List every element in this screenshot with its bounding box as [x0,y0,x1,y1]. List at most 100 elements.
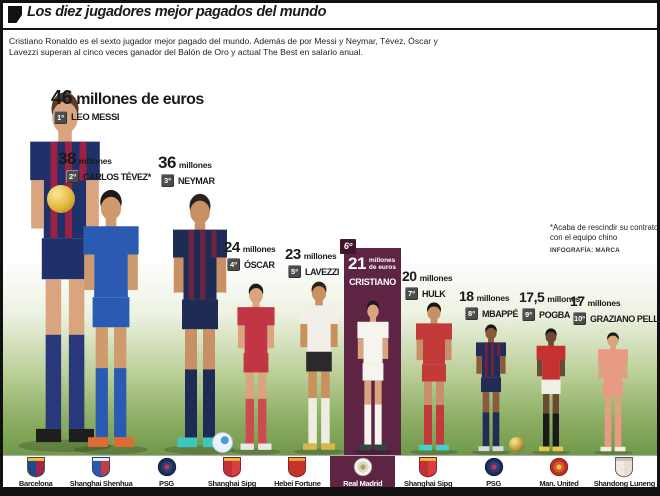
match-ball [212,432,233,453]
club-name: Hebei Fortune [274,479,321,488]
title-bullet-icon [8,6,22,23]
rank-badge-cristiano: 6º [340,239,356,254]
club-cell-shanghai-sipg: Shanghai Sipg [199,456,264,488]
golden-ball [47,185,75,213]
player-name: GRAZIANO PELLÉ [590,313,660,324]
stage: 46 millones de euros 1º LEO MESSI 38 millon… [3,69,657,455]
club-cell-shanghai-shenhua: Shanghai Shenhua [68,456,133,488]
salary-label-pelle: 17 millones 10º GRAZIANO PELLÉ [570,293,660,325]
rank-badge: 9º [522,308,535,321]
player-name: MBAPPÉ [482,308,519,319]
salary-amount: 17,5 [519,289,545,305]
player-name: CARLOS TÉVEZ* [83,171,151,182]
club-cell-shandong-luneng: Shandong Luneng [592,456,657,488]
salary-unit: millones [303,251,337,261]
rank-badge: 8º [465,307,478,320]
salary-amount: 20 [402,268,417,284]
salary-amount: 38 [58,149,76,168]
club-name: Real Madrid [343,479,383,488]
real-madrid-crest-icon [353,457,373,477]
rank-badge: 2º [66,170,79,183]
salary-unit: millones [178,160,212,170]
salary-label-tevez: 38 millones 2º CARLOS TÉVEZ* [58,149,151,183]
player-figure-pogba [531,328,571,455]
player-name: CRISTIANO [349,277,396,287]
man-united-crest-icon [549,457,569,477]
club-cell-hebei-fortune: Hebei Fortune [265,456,330,488]
player-name: POGBA [539,309,571,320]
clubs-strip: Barcelona Shanghai Shenhua PSG Shanghai … [3,455,657,488]
club-cell-shanghai-sipg-2: Shanghai Sipg [395,456,460,488]
player-name: LEO MESSI [71,112,120,123]
player-name: ÓSCAR [244,259,275,270]
salary-label-hulk: 20 millones 7º HULK [402,268,453,300]
salary-amount: 17 [570,293,585,309]
page-title: Los diez jugadores mejor pagados del mun… [27,4,327,20]
club-cell-psg-2: PSG [461,456,526,488]
header-divider [3,28,657,30]
salary-amount: 24 [224,239,240,256]
player-name: NEYMAR [178,175,215,186]
salary-label-lavezzi: 23 millones 5º LAVEZZI [285,246,339,278]
salary-unit: millones [242,244,276,254]
salary-label-mbappe: 18 millones 8º MBAPPÉ [459,288,519,320]
player-figure-oscar [231,283,281,455]
rank-badge: 3º [161,174,174,187]
infographic-credit: INFOGRAFÍA: MARCA [550,247,620,254]
salary-amount: 21 [348,254,366,273]
salary-unit: millones [78,156,112,166]
club-name: PSG [486,479,502,488]
salary-label-oscar: 24 millones 4º ÓSCAR [224,239,276,271]
club-name: Shanghai Shenhua [69,479,133,488]
club-cell-man-united: Man. United [526,456,591,488]
club-name: Shanghai Sipg [207,479,257,488]
salary-label-pogba: 17,5 millones 9º POGBA [519,289,580,321]
rank-badge: 1º [54,111,67,124]
club-name: PSG [159,479,174,488]
club-name: Man. United [539,479,579,488]
player-figure-mbappe [471,324,511,455]
club-cell-barcelona: Barcelona [3,456,68,488]
intro-text: Cristiano Ronaldo es el sexto jugador me… [9,36,438,57]
psg-crest-icon [157,457,176,477]
player-figure-lavezzi [293,281,345,455]
psg-crest-icon [484,457,503,477]
rank-badge: 10º [573,312,586,325]
salary-amount: 18 [459,288,474,304]
salary-unit: millones [547,294,581,304]
salary-unit: millones [587,298,621,308]
shandong-luneng-crest-icon [615,457,634,478]
footnote-text: *Acaba de rescindir su contrato con el e… [550,223,659,242]
player-name: HULK [422,288,446,299]
salary-amount: 46 [51,87,73,109]
salary-unit: millones de euros [368,257,397,271]
footnote: *Acaba de rescindir su contrato con el e… [550,223,659,254]
player-figure-hulk [410,302,458,455]
player-figure-cristiano [352,300,394,455]
barcelona-crest-icon [26,457,45,478]
salary-label-neymar: 36 millones 3º NEYMAR [158,153,215,187]
rank-badge: 5º [288,265,301,278]
club-name: Barcelona [18,479,53,488]
header: Los diez jugadores mejor pagados del mun… [3,3,657,69]
salary-unit: millones de euros [76,91,204,108]
salary-unit: millones [476,293,510,303]
player-figure-tevez [74,189,148,455]
hebei-fortune-crest-icon [288,457,307,478]
shanghai-sipg-crest-icon [419,457,438,478]
shanghai-sipg-crest-icon [222,457,241,478]
salary-unit: millones [419,273,453,283]
salary-amount: 36 [158,153,176,172]
salary-label-messi: 46 millones de euros 1º LEO MESSI [51,87,204,124]
rank-badge: 7º [405,287,418,300]
rank-badge: 4º [227,258,240,271]
club-cell-psg: PSG [134,456,199,488]
club-name: Shandong Luneng [593,479,656,488]
player-name: LAVEZZI [305,266,340,277]
small-ball [509,437,524,452]
shanghai-shenhua-crest-icon [92,457,111,478]
player-figure-pelle [593,332,633,455]
salary-amount: 23 [285,246,301,263]
club-name: Shanghai Sipg [404,479,453,488]
